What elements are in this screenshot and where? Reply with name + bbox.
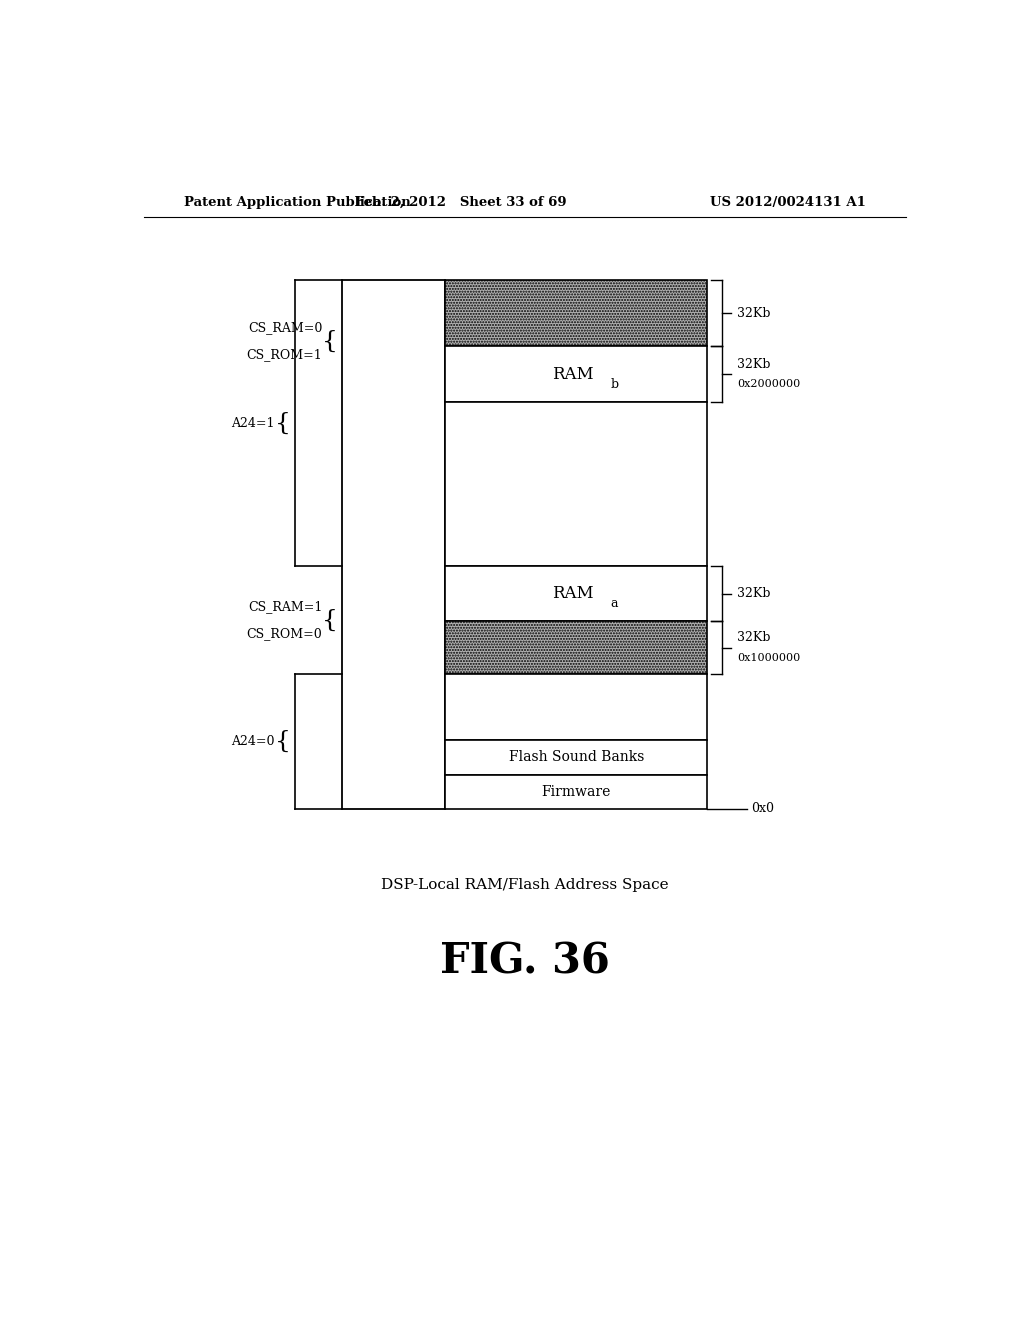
Text: RAM: RAM	[552, 366, 593, 383]
Text: RAM: RAM	[552, 585, 593, 602]
Text: Feb. 2, 2012   Sheet 33 of 69: Feb. 2, 2012 Sheet 33 of 69	[355, 195, 567, 209]
Bar	[445, 741, 708, 775]
Text: 0x0: 0x0	[751, 803, 774, 816]
Text: 32Kb: 32Kb	[737, 358, 771, 371]
Text: 32Kb: 32Kb	[737, 631, 771, 644]
Bar	[445, 675, 708, 741]
Bar	[445, 775, 708, 809]
Text: A24=0: A24=0	[231, 735, 274, 748]
Bar	[445, 566, 708, 622]
Text: Firmware: Firmware	[542, 784, 611, 799]
Text: US 2012/0024131 A1: US 2012/0024131 A1	[711, 195, 866, 209]
Text: b: b	[610, 378, 618, 391]
Text: CS_RAM=1: CS_RAM=1	[248, 601, 323, 614]
Text: DSP-Local RAM/Flash Address Space: DSP-Local RAM/Flash Address Space	[381, 878, 669, 892]
Text: 32Kb: 32Kb	[737, 308, 771, 319]
Text: FIG. 36: FIG. 36	[440, 940, 609, 982]
Text: CS_ROM=0: CS_ROM=0	[247, 627, 323, 640]
Text: 32Kb: 32Kb	[737, 587, 771, 601]
Text: 0x1000000: 0x1000000	[737, 653, 801, 663]
Bar	[445, 346, 708, 401]
Text: Flash Sound Banks: Flash Sound Banks	[509, 750, 644, 764]
Text: A24=1: A24=1	[231, 417, 274, 429]
Text: 0x2000000: 0x2000000	[737, 379, 801, 389]
Text: {: {	[323, 609, 338, 631]
Bar	[445, 280, 708, 346]
Bar	[445, 622, 708, 675]
Text: a: a	[610, 597, 618, 610]
Text: {: {	[323, 330, 338, 352]
Text: {: {	[274, 412, 291, 434]
Text: CS_RAM=0: CS_RAM=0	[248, 322, 323, 334]
Text: CS_ROM=1: CS_ROM=1	[247, 348, 323, 360]
Text: {: {	[274, 730, 291, 752]
Bar	[445, 401, 708, 566]
Text: Patent Application Publication: Patent Application Publication	[183, 195, 411, 209]
Bar	[342, 280, 445, 809]
